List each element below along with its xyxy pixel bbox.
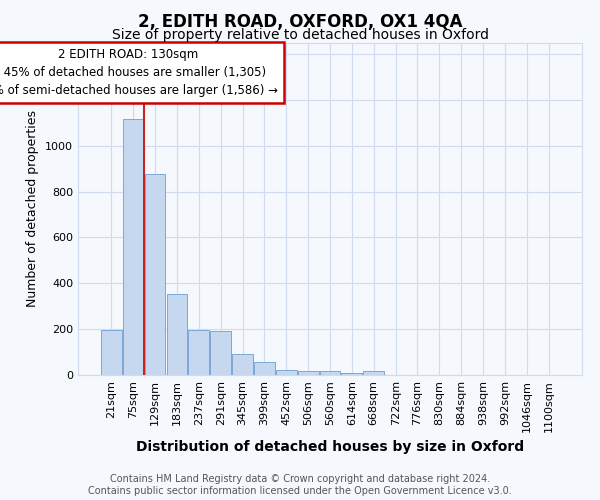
Bar [210, 332, 231, 375]
X-axis label: Distribution of detached houses by size in Oxford: Distribution of detached houses by size … [136, 440, 524, 454]
Bar [123, 120, 143, 375]
Y-axis label: Number of detached properties: Number of detached properties [26, 110, 40, 307]
Bar [167, 294, 187, 375]
Bar [341, 372, 362, 375]
Text: 2 EDITH ROAD: 130sqm
← 45% of detached houses are smaller (1,305)
55% of semi-de: 2 EDITH ROAD: 130sqm ← 45% of detached h… [0, 48, 278, 97]
Bar [298, 371, 319, 375]
Bar [145, 174, 166, 375]
Bar [320, 371, 340, 375]
Bar [232, 354, 253, 375]
Text: Contains HM Land Registry data © Crown copyright and database right 2024.
Contai: Contains HM Land Registry data © Crown c… [88, 474, 512, 496]
Text: 2, EDITH ROAD, OXFORD, OX1 4QA: 2, EDITH ROAD, OXFORD, OX1 4QA [138, 12, 462, 30]
Bar [188, 330, 209, 375]
Bar [364, 371, 384, 375]
Bar [101, 330, 122, 375]
Bar [254, 362, 275, 375]
Text: Size of property relative to detached houses in Oxford: Size of property relative to detached ho… [112, 28, 488, 42]
Bar [276, 370, 296, 375]
